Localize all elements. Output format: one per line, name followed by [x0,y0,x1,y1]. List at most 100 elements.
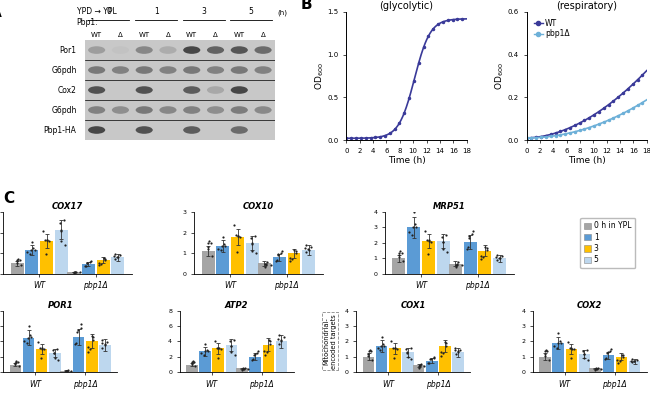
Point [203,244,213,250]
Ellipse shape [255,46,272,54]
Point [365,348,376,354]
Point [55,227,66,234]
Point [436,352,447,359]
Point [591,366,601,372]
Text: WT: WT [186,32,198,38]
Text: Δ: Δ [166,32,170,38]
Point [265,338,275,344]
Title: COX1: COX1 [400,301,426,310]
Point [450,347,460,354]
Bar [552,343,564,372]
Point [217,243,228,249]
Text: WT: WT [234,32,245,38]
Point [303,246,313,252]
Point [617,351,627,358]
Point [541,347,551,353]
Point [232,232,242,239]
Point [52,346,62,352]
Point [49,355,60,361]
Legend: WT, pbp1Δ: WT, pbp1Δ [530,16,573,41]
Point [14,363,24,369]
Point [85,259,96,265]
Point [279,334,289,341]
Bar [67,272,80,274]
Point [261,261,271,267]
Ellipse shape [88,126,105,134]
Point [569,346,579,353]
Point [300,242,311,248]
Point [578,348,588,354]
Point [273,335,283,342]
Point [492,257,502,263]
Point [226,343,236,349]
Point [203,240,214,246]
Text: (h): (h) [278,9,288,16]
Point [542,348,552,354]
Point [416,361,426,367]
Point [414,363,424,369]
Point [11,358,21,364]
Point [250,351,260,357]
Bar [287,253,300,274]
Bar [187,365,198,372]
Point [395,248,406,255]
Point [42,237,52,244]
Point [83,259,93,266]
Point [398,258,408,265]
Point [605,348,616,354]
Bar [389,348,400,372]
Ellipse shape [183,106,200,114]
Point [451,261,462,268]
Bar [590,368,601,372]
Point [406,356,416,362]
Ellipse shape [159,106,177,114]
Point [629,358,640,364]
Point [228,222,239,228]
Point [364,348,374,354]
Point [97,340,107,346]
Point [409,209,419,215]
Bar [478,251,491,274]
Point [253,348,263,354]
Point [265,341,275,347]
Bar [258,263,271,274]
Point [76,321,86,327]
Bar [23,337,34,372]
Text: YPD → YPL: YPD → YPL [77,7,116,16]
Point [202,348,213,354]
Ellipse shape [231,126,248,134]
Bar [616,357,627,372]
Point [375,347,385,353]
Point [627,359,637,366]
Point [389,345,400,351]
Point [12,257,23,263]
Text: Por1: Por1 [60,46,77,55]
Point [259,352,270,358]
Point [450,345,460,351]
Point [463,235,474,241]
Point [291,249,301,256]
Point [246,235,256,242]
Point [37,227,47,234]
Ellipse shape [207,86,224,94]
Point [555,340,566,346]
Point [25,331,35,338]
Point [112,254,123,261]
Point [98,255,109,261]
Point [450,264,461,270]
Title: MRP51: MRP51 [433,202,466,211]
Point [49,350,59,356]
Point [250,233,261,240]
Point [452,262,463,268]
Point [411,224,422,230]
Point [246,240,257,246]
Point [480,244,491,250]
Point [235,234,246,240]
Point [482,244,492,251]
Ellipse shape [183,46,200,54]
Point [441,343,452,349]
Point [233,233,243,239]
Bar [226,345,237,372]
Point [68,270,79,276]
Point [85,346,96,352]
